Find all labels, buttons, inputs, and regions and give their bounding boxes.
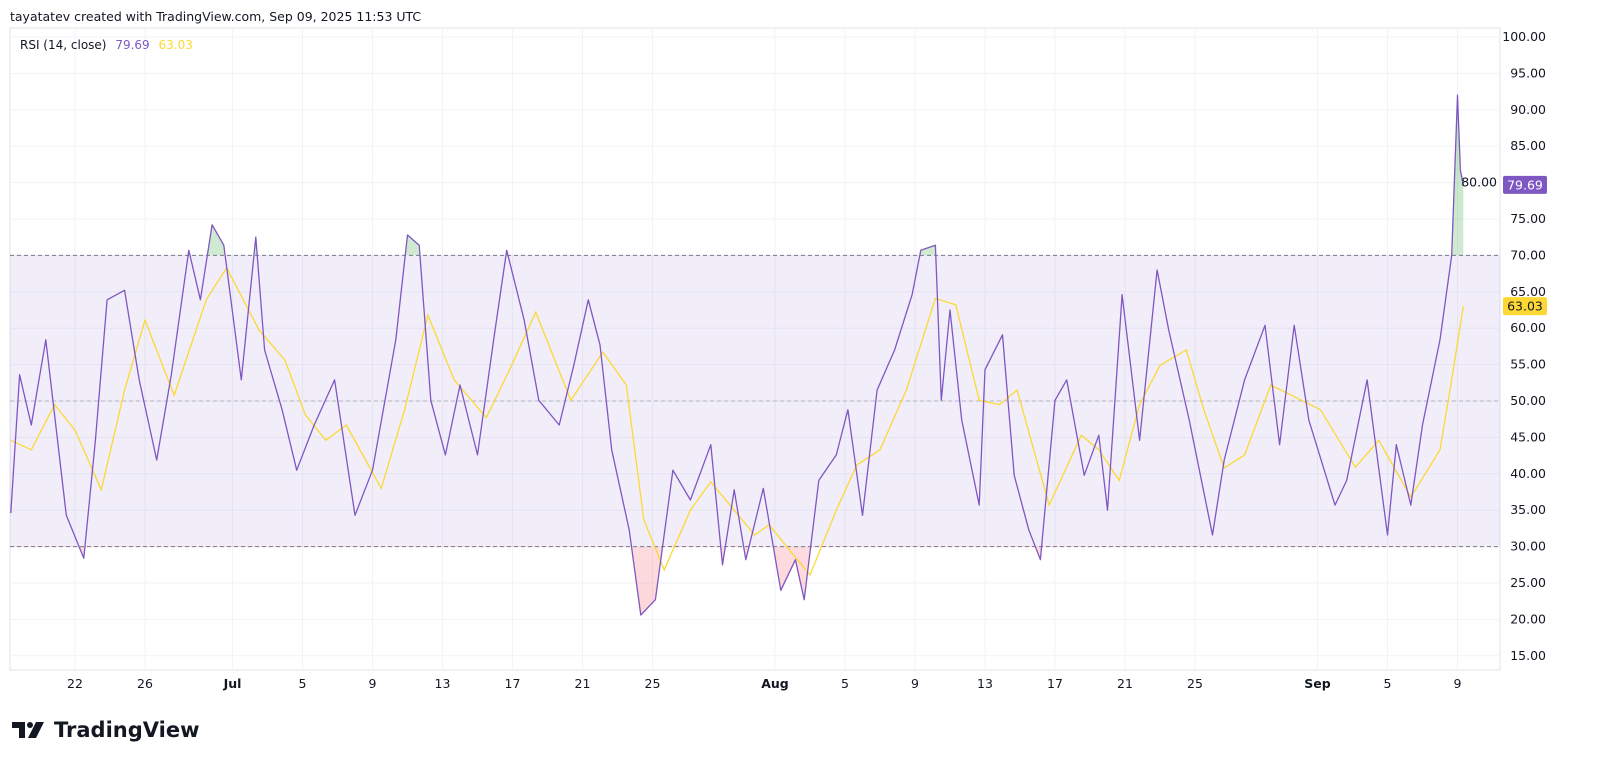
y-tick-label: 65.00 xyxy=(1510,284,1546,299)
rsi-last-value-bg xyxy=(1503,175,1547,194)
y-tick-label: 75.00 xyxy=(1510,211,1546,226)
x-tick-label: 5 xyxy=(841,676,849,691)
tradingview-logo-icon xyxy=(12,722,44,738)
x-tick-label: 25 xyxy=(1187,676,1203,691)
x-tick-label: 17 xyxy=(1047,676,1063,691)
y-tick-label: 90.00 xyxy=(1510,102,1546,117)
y-tick-label: 20.00 xyxy=(1510,611,1546,626)
x-tick-label: Aug xyxy=(761,676,789,691)
ma-last-value-label: 63.03 xyxy=(1507,299,1543,314)
y-tick-label: 70.00 xyxy=(1510,247,1546,262)
x-tick-label: 5 xyxy=(299,676,307,691)
logo-text: TradingView xyxy=(54,718,200,742)
x-tick-label: 21 xyxy=(575,676,591,691)
chart-credit: tayatatev created with TradingView.com, … xyxy=(10,9,422,24)
last-value-labels: 79.69 63.03 xyxy=(1503,175,1547,316)
y-tick-label: 95.00 xyxy=(1510,65,1546,80)
indicator-name: RSI (14, close) xyxy=(20,38,107,52)
y-tick-label: 50.00 xyxy=(1510,393,1546,408)
x-tick-label: 5 xyxy=(1384,676,1392,691)
rsi-last-value-label: 79.69 xyxy=(1507,177,1543,192)
y-tick-label: 40.00 xyxy=(1510,466,1546,481)
x-tick-label: 13 xyxy=(977,676,993,691)
x-tick-label: Jul xyxy=(223,676,242,691)
ma-value: 63.03 xyxy=(158,38,193,52)
y-tick-label: 80.00 xyxy=(1461,175,1497,190)
x-tick-label: 26 xyxy=(137,676,153,691)
y-tick-label: 45.00 xyxy=(1510,429,1546,444)
y-tick-label: 30.00 xyxy=(1510,539,1546,554)
x-tick-label: 9 xyxy=(911,676,919,691)
series-lines xyxy=(10,94,1464,616)
y-tick-label: 60.00 xyxy=(1510,320,1546,335)
x-tick-label: 9 xyxy=(1454,676,1462,691)
indicator-legend[interactable]: RSI (14, close) 79.69 63.03 xyxy=(20,38,198,52)
y-tick-label: 85.00 xyxy=(1510,138,1546,153)
x-tick-label: 13 xyxy=(435,676,451,691)
y-tick-label: 25.00 xyxy=(1510,575,1546,590)
rsi-line xyxy=(10,94,1464,616)
pane-border xyxy=(9,27,1501,671)
x-tick-label: 25 xyxy=(645,676,661,691)
y-tick-label: 35.00 xyxy=(1510,502,1546,517)
x-axis[interactable]: 22 26 Jul 5 9 13 17 21 25 Aug 5 9 13 17 21 25 Sep 5 9 xyxy=(67,676,1461,691)
ma-last-value-bg xyxy=(1503,297,1547,316)
x-tick-label: 22 xyxy=(67,676,83,691)
tradingview-logo[interactable]: TradingView xyxy=(12,718,199,742)
rsi-value: 79.69 xyxy=(115,38,150,52)
y-tick-label: 55.00 xyxy=(1510,357,1546,372)
y-tick-label: 100.00 xyxy=(1502,29,1546,44)
x-tick-label: 21 xyxy=(1117,676,1133,691)
y-axis[interactable]: 100.00 95.00 90.00 85.00 80.00 75.00 70.00 65.0… xyxy=(1461,29,1546,663)
y-tick-label: 15.00 xyxy=(1510,648,1546,663)
x-tick-label: 17 xyxy=(505,676,521,691)
x-tick-label: Sep xyxy=(1304,676,1330,691)
x-tick-label: 9 xyxy=(369,676,377,691)
